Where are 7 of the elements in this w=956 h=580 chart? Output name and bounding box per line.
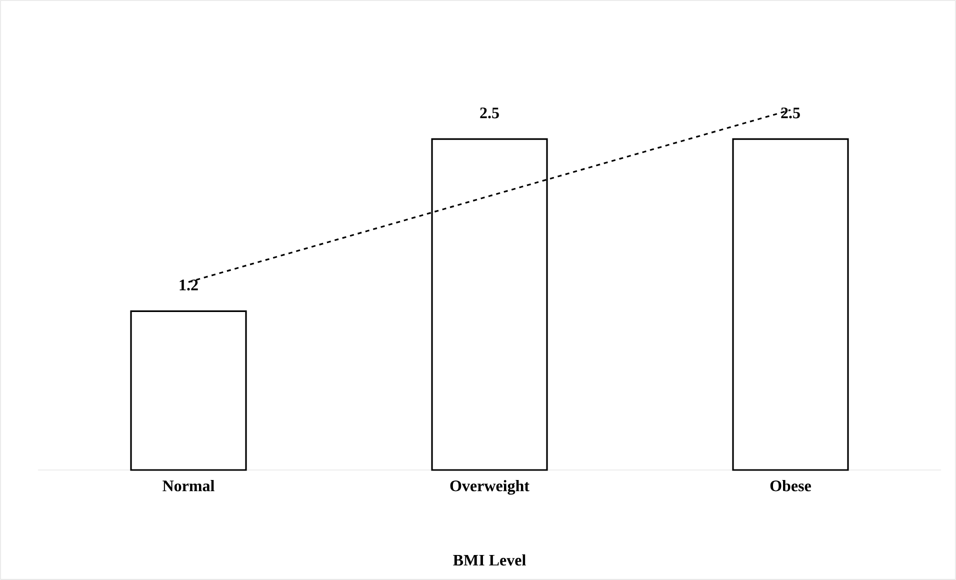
data-label: 2.5	[480, 108, 499, 118]
x-tick-label: Normal	[162, 480, 214, 492]
data-label: 2.5	[781, 108, 800, 118]
x-tick-label: Overweight	[450, 480, 530, 495]
x-axis-title: BMI Level	[453, 554, 526, 566]
data-label: 1.2	[180, 280, 198, 290]
x-tick-label: Obese	[770, 480, 811, 492]
